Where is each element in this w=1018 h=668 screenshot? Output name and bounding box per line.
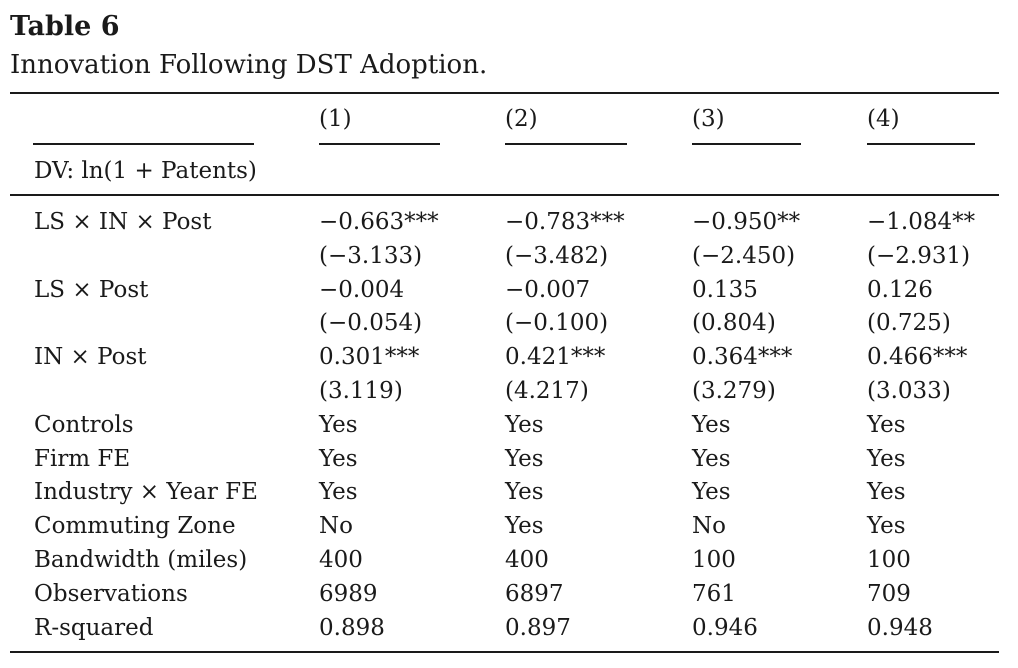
table-number: Table 6 [10,11,120,42]
table-cell: (4.217) [505,378,589,404]
column-header-2: (2) [505,106,538,132]
header-rule [10,194,999,196]
table-cell: 400 [319,547,363,573]
table-cell: 6897 [505,581,564,607]
table-cell: −0.663*** [319,209,439,235]
table-cell: −0.783*** [505,209,625,235]
column-underline-3 [692,143,801,145]
table-cell: (−2.931) [867,243,971,269]
table-caption: Innovation Following DST Adoption. [10,50,488,80]
bottom-rule [10,651,999,653]
table-cell: (−0.100) [505,310,609,336]
column-header-1: (1) [319,106,352,132]
row-label: R-squared [34,615,154,641]
table-cell: (3.119) [319,378,403,404]
table-cell: 0.135 [692,277,758,303]
table-cell: (3.279) [692,378,776,404]
table-cell: 0.301*** [319,344,420,370]
table-cell: Yes [867,446,906,472]
table-cell: (−2.450) [692,243,796,269]
table-cell: Yes [867,479,906,505]
table-cell: (−3.133) [319,243,423,269]
table-cell: 0.946 [692,615,758,641]
dependent-variable-label: DV: ln(1 + Patents) [34,158,257,184]
table-cell: 100 [867,547,911,573]
table-cell: 0.466*** [867,344,968,370]
table-cell: Yes [505,513,544,539]
table-cell: Yes [505,479,544,505]
table-cell: Yes [867,513,906,539]
row-label: IN × Post [34,344,147,370]
row-label: Controls [34,412,134,438]
table-cell: 400 [505,547,549,573]
table-cell: −0.950** [692,209,801,235]
column-header-3: (3) [692,106,725,132]
table-cell: No [319,513,353,539]
table-cell: 0.364*** [692,344,793,370]
column-header-4: (4) [867,106,900,132]
table-cell: −0.007 [505,277,591,303]
row-label: LS × IN × Post [34,209,212,235]
table-cell: 761 [692,581,736,607]
table-cell: (0.725) [867,310,951,336]
table-cell: 6989 [319,581,378,607]
table-cell: Yes [505,446,544,472]
table-cell: 0.897 [505,615,571,641]
row-label: Firm FE [34,446,131,472]
table-cell: −1.084** [867,209,976,235]
table-cell: 100 [692,547,736,573]
table-cell: Yes [692,412,731,438]
table-cell: Yes [692,446,731,472]
column-underline-2 [505,143,627,145]
table-cell: Yes [867,412,906,438]
table-cell: 0.898 [319,615,385,641]
table-cell: 0.948 [867,615,933,641]
table-cell: (3.033) [867,378,951,404]
table-cell: Yes [319,446,358,472]
stub-underline [33,143,254,145]
table-cell: 709 [867,581,911,607]
table-cell: No [692,513,726,539]
row-label: Industry × Year FE [34,479,258,505]
table-cell: (−3.482) [505,243,609,269]
row-label: Commuting Zone [34,513,236,539]
table-cell: (−0.054) [319,310,423,336]
column-underline-4 [867,143,975,145]
table-cell: Yes [692,479,731,505]
table-cell: Yes [319,412,358,438]
row-label: Observations [34,581,188,607]
table-cell: Yes [505,412,544,438]
table-cell: Yes [319,479,358,505]
row-label: LS × Post [34,277,149,303]
column-underline-1 [319,143,440,145]
row-label: Bandwidth (miles) [34,547,248,573]
table-cell: 0.126 [867,277,933,303]
table-cell: −0.004 [319,277,405,303]
table-cell: 0.421*** [505,344,606,370]
top-rule [10,92,999,94]
table-cell: (0.804) [692,310,776,336]
